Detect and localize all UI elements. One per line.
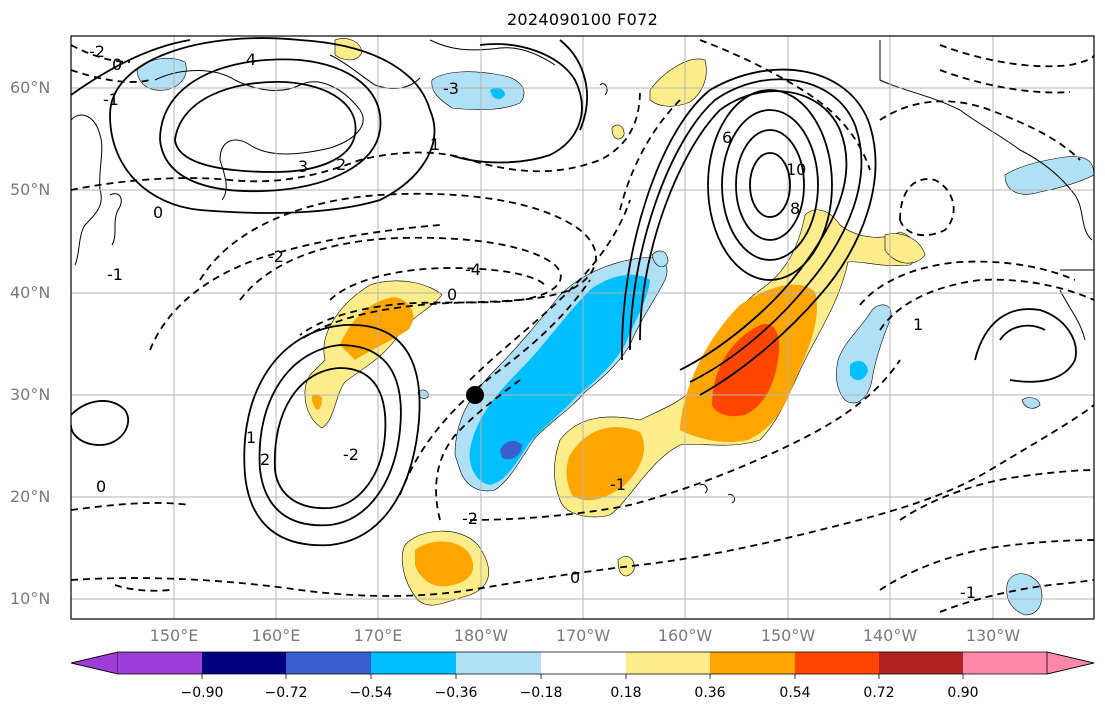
figure-title: 2024090100 F072 <box>506 10 659 29</box>
lat-label-10n: 10°N <box>10 589 51 608</box>
colorbar-tick: 0.36 <box>694 685 726 701</box>
lat-label-40n: 40°N <box>10 283 51 302</box>
colorbar-tick: −0.18 <box>519 685 563 701</box>
lon-label-160w: 160°W <box>657 626 713 645</box>
storm-center-marker <box>466 386 484 404</box>
colorbar-tick: 0.90 <box>947 685 979 701</box>
colorbar-left-arrow <box>70 651 119 675</box>
lon-label-160e: 160°E <box>251 626 301 645</box>
negative-contours <box>71 39 1094 613</box>
lat-label-50n: 50°N <box>10 180 51 199</box>
svg-text:-2: -2 <box>343 445 359 464</box>
svg-text:-1: -1 <box>610 475 626 494</box>
gridlines <box>71 36 1094 619</box>
svg-text:1: 1 <box>430 135 440 154</box>
svg-text:10: 10 <box>786 160 806 179</box>
svg-text:4: 4 <box>246 50 256 69</box>
svg-text:-1: -1 <box>960 583 976 602</box>
positive-contours <box>71 37 1077 547</box>
svg-text:0: 0 <box>112 55 122 74</box>
shaded-fields <box>136 38 1094 616</box>
svg-text:-1: -1 <box>103 90 119 109</box>
lon-label-150e: 150°E <box>149 626 199 645</box>
svg-text:0: 0 <box>153 203 163 222</box>
svg-text:-3: -3 <box>443 79 459 98</box>
colorbar-tick: −0.90 <box>180 685 224 701</box>
lon-label-140w: 140°W <box>862 626 918 645</box>
svg-text:0: 0 <box>570 568 580 587</box>
colorbar-tick: 0.72 <box>863 685 895 701</box>
svg-text:1: 1 <box>246 428 256 447</box>
lon-label-170e: 170°E <box>353 626 403 645</box>
svg-text:2: 2 <box>336 155 346 174</box>
svg-text:-1: -1 <box>107 265 123 284</box>
svg-text:-2: -2 <box>462 509 478 528</box>
lat-label-20n: 20°N <box>10 487 51 506</box>
colorbar <box>70 651 1095 679</box>
svg-text:6: 6 <box>722 128 732 147</box>
lat-label-60n: 60°N <box>10 78 51 97</box>
colorbar-tick: 0.18 <box>610 685 642 701</box>
contour-labels: -2 0 4 -1 3 2 -3 1 -4 6 10 8 -2 0 -1 0 1… <box>89 42 976 602</box>
svg-text:0: 0 <box>96 477 106 496</box>
colorbar-tick: 0.54 <box>779 685 811 701</box>
svg-text:2: 2 <box>260 450 270 469</box>
svg-text:0: 0 <box>447 285 457 304</box>
lat-label-30n: 30°N <box>10 385 51 404</box>
lon-label-170w: 170°W <box>555 626 611 645</box>
colorbar-tick: −0.54 <box>349 685 393 701</box>
lon-label-130w: 130°W <box>965 626 1021 645</box>
svg-text:3: 3 <box>298 157 308 176</box>
plot-frame <box>70 35 1095 620</box>
colorbar-tick: −0.36 <box>434 685 478 701</box>
colorbar-right-arrow <box>1046 651 1095 675</box>
colorbar-tick: −0.72 <box>264 685 308 701</box>
svg-text:-2: -2 <box>89 42 105 61</box>
svg-text:1: 1 <box>913 315 923 334</box>
svg-text:-4: -4 <box>465 260 481 279</box>
svg-text:8: 8 <box>790 199 800 218</box>
lon-label-180w: 180°W <box>453 626 509 645</box>
svg-text:-2: -2 <box>268 247 284 266</box>
lon-label-150w: 150°W <box>760 626 816 645</box>
